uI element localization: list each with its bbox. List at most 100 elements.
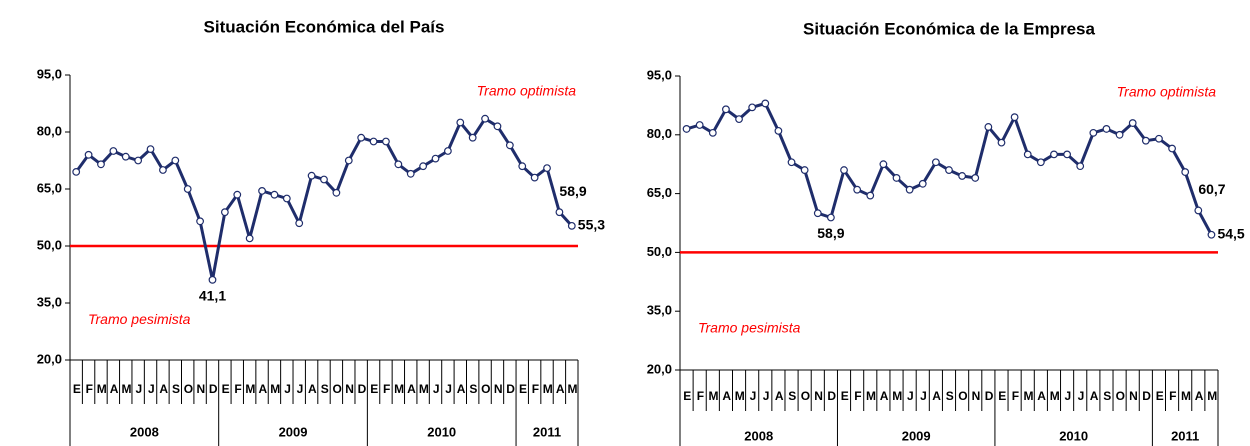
- x-tick-label: S: [469, 382, 477, 396]
- marker: [555, 208, 564, 217]
- x-tick-label: D: [827, 389, 836, 403]
- marker: [431, 154, 440, 163]
- year-label: 2009: [279, 424, 308, 439]
- marker: [892, 174, 901, 182]
- marker: [220, 208, 229, 217]
- x-tick-label: M: [245, 382, 255, 396]
- marker: [827, 213, 835, 222]
- x-tick-label: E: [370, 382, 378, 396]
- data-label: 55,3: [578, 217, 605, 233]
- x-tick-label: M: [97, 382, 107, 396]
- year-label: 2010: [427, 424, 456, 439]
- y-tick-label: 65,0: [37, 180, 62, 195]
- y-tick-label: 35,0: [647, 303, 672, 318]
- x-tick-label: M: [543, 382, 553, 396]
- x-tick-label: F: [697, 389, 704, 403]
- data-label: 58,9: [559, 183, 586, 199]
- marker: [918, 179, 927, 188]
- y-tick-label: 20,0: [647, 361, 672, 376]
- y-tick-label: 95,0: [647, 67, 672, 82]
- x-tick-label: N: [197, 382, 205, 396]
- x-tick-label: J: [148, 382, 154, 396]
- data-label: 41,1: [199, 288, 226, 304]
- marker: [813, 209, 822, 218]
- y-tick-label: 50,0: [37, 237, 62, 252]
- x-tick-label: A: [407, 382, 416, 396]
- marker: [468, 133, 477, 142]
- marker: [722, 105, 730, 114]
- marker: [121, 152, 130, 161]
- year-label: 2009: [902, 428, 931, 443]
- marker: [774, 126, 783, 135]
- x-tick-label: D: [506, 382, 515, 396]
- annotation: Tramo pesimista: [698, 320, 801, 336]
- x-tick-label: E: [222, 382, 230, 396]
- marker: [320, 175, 328, 184]
- marker: [406, 169, 415, 178]
- marker: [787, 158, 796, 167]
- x-tick-label: M: [122, 382, 132, 396]
- x-tick-label: J: [284, 382, 290, 396]
- year-label: 2010: [1059, 428, 1088, 443]
- marker: [1023, 150, 1032, 159]
- marker: [800, 166, 809, 174]
- chart-title: Situación Económica del País: [204, 17, 445, 36]
- marker: [134, 156, 143, 165]
- x-tick-label: A: [932, 389, 941, 403]
- marker: [146, 145, 155, 154]
- marker: [270, 190, 279, 199]
- annotation: Tramo pesimista: [88, 311, 191, 327]
- marker: [369, 137, 378, 146]
- x-tick-label: A: [1037, 389, 1046, 403]
- x-tick-label: S: [946, 389, 954, 403]
- data-label: 54,5: [1217, 225, 1244, 241]
- marker: [1115, 130, 1124, 139]
- x-tick-label: A: [556, 382, 565, 396]
- x-tick-label: O: [332, 382, 341, 396]
- annotation: Tramo optimista: [477, 83, 577, 99]
- x-tick-label: N: [814, 389, 822, 403]
- marker: [394, 160, 403, 169]
- marker: [72, 167, 81, 176]
- marker: [1089, 128, 1098, 137]
- x-tick-label: E: [73, 382, 81, 396]
- marker: [357, 133, 366, 142]
- marker: [905, 185, 914, 194]
- marker: [567, 221, 576, 230]
- marker: [971, 174, 980, 182]
- x-tick-label: J: [1078, 389, 1084, 403]
- x-tick-label: S: [321, 382, 329, 396]
- x-tick-label: J: [1065, 389, 1071, 403]
- x-tick-label: O: [184, 382, 193, 396]
- x-tick-label: F: [1012, 389, 1019, 403]
- marker: [1050, 150, 1058, 159]
- marker: [444, 147, 452, 155]
- x-tick-label: F: [86, 382, 93, 396]
- marker: [159, 166, 167, 174]
- y-tick-label: 50,0: [647, 244, 672, 259]
- x-tick-label: J: [136, 382, 142, 396]
- x-tick-label: A: [1195, 389, 1204, 403]
- marker: [196, 217, 204, 226]
- x-tick-label: A: [457, 382, 466, 396]
- x-tick-label: M: [866, 389, 876, 403]
- marker: [332, 188, 341, 197]
- series-line: [74, 117, 573, 282]
- x-tick-label: A: [159, 382, 168, 396]
- x-tick-label: M: [1050, 389, 1060, 403]
- y-tick-label: 95,0: [37, 66, 62, 81]
- x-tick-label: M: [419, 382, 429, 396]
- x-tick-label: M: [735, 389, 745, 403]
- chart-title: Situación Económica de la Empresa: [803, 19, 1095, 38]
- marker: [695, 121, 704, 129]
- year-label: 2008: [744, 428, 773, 443]
- x-tick-label: O: [1116, 389, 1125, 403]
- marker: [481, 114, 489, 123]
- x-tick-label: J: [907, 389, 913, 403]
- x-tick-label: M: [568, 382, 578, 396]
- x-tick-label: D: [209, 382, 218, 396]
- marker: [708, 128, 717, 137]
- marker: [1168, 144, 1176, 153]
- marker: [530, 173, 539, 182]
- x-tick-label: F: [234, 382, 241, 396]
